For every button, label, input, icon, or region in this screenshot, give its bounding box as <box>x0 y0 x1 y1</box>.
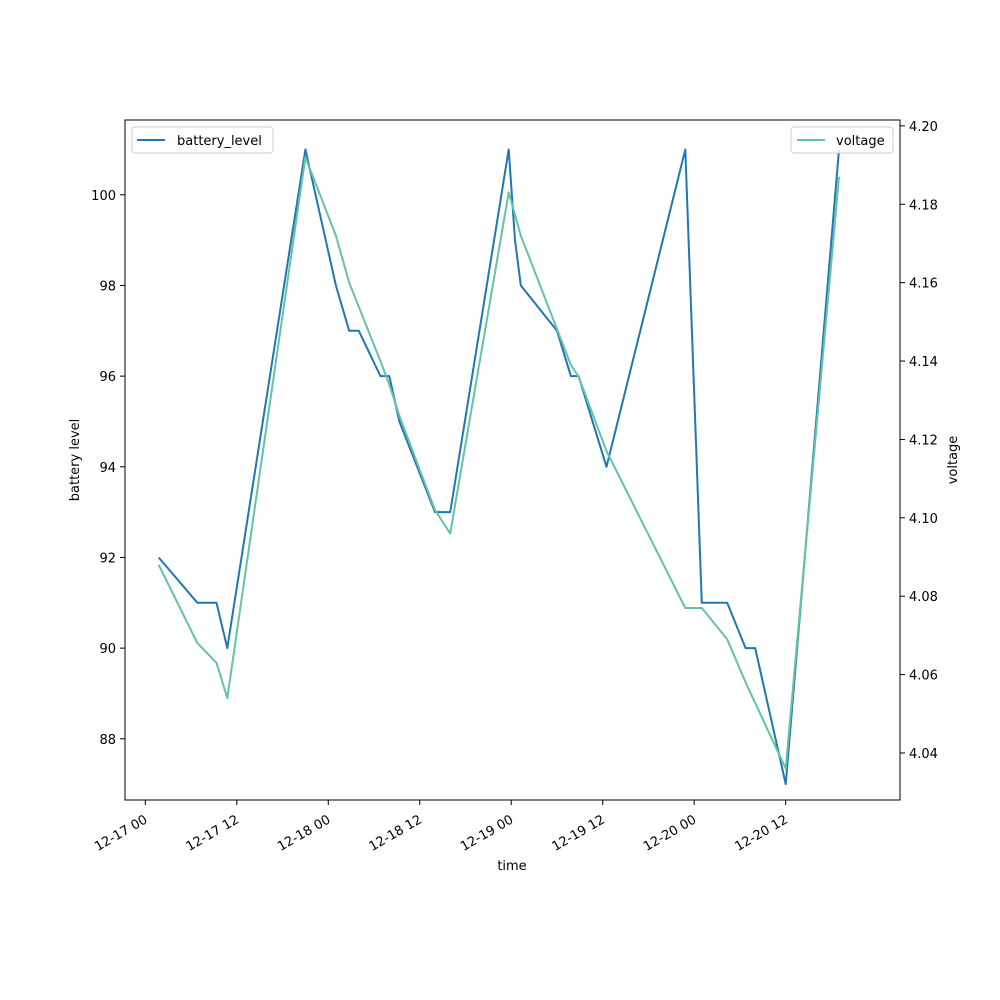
plot-area <box>125 120 900 800</box>
legend-label-battery-level: battery_level <box>177 134 262 149</box>
x-tick-label: 12-19 00 <box>458 812 516 854</box>
x-tick-label: 12-17 12 <box>184 812 242 854</box>
y-left-tick-label: 98 <box>99 279 116 294</box>
y-left-tick-label: 92 <box>99 551 116 566</box>
y-left-tick-label: 96 <box>99 370 116 385</box>
x-tick-label: 12-18 00 <box>275 812 333 854</box>
y-right-tick-label: 4.12 <box>909 433 938 448</box>
y-right-tick-label: 4.20 <box>909 120 938 135</box>
legend-battery-level: battery_level <box>131 126 274 154</box>
y-right-tick-label: 4.18 <box>909 198 938 213</box>
plot-frame <box>124 119 901 801</box>
y-right-axis-label: voltage <box>946 436 961 485</box>
x-tick-label: 12-19 12 <box>550 812 608 854</box>
legend-label-voltage: voltage <box>836 134 885 149</box>
series-line-voltage <box>157 156 840 770</box>
y-right-tick-label: 4.10 <box>909 512 938 527</box>
x-axis-label: time <box>497 859 526 874</box>
y-right-tick-label: 4.04 <box>909 747 938 762</box>
series-line-battery-level <box>157 148 840 786</box>
x-tick-label: 12-20 00 <box>641 812 699 854</box>
x-tick-label: 12-20 12 <box>733 812 791 854</box>
legend-box <box>131 126 274 154</box>
x-tick-label: 12-18 12 <box>367 812 425 854</box>
y-left-tick-label: 88 <box>99 733 116 748</box>
legend-voltage: voltage <box>790 126 894 154</box>
y-right-tick-label: 4.14 <box>909 355 938 370</box>
y-right-tick-label: 4.16 <box>909 277 938 292</box>
y-left-tick-label: 100 <box>91 189 116 204</box>
legend-box <box>790 126 894 154</box>
x-tick-label: 12-17 00 <box>92 812 150 854</box>
y-left-tick-label: 94 <box>99 461 116 476</box>
y-left-axis-label: battery level <box>68 419 83 502</box>
y-left-tick-label: 90 <box>99 642 116 657</box>
y-right-tick-label: 4.06 <box>909 669 938 684</box>
y-right-tick-label: 4.08 <box>909 590 938 605</box>
